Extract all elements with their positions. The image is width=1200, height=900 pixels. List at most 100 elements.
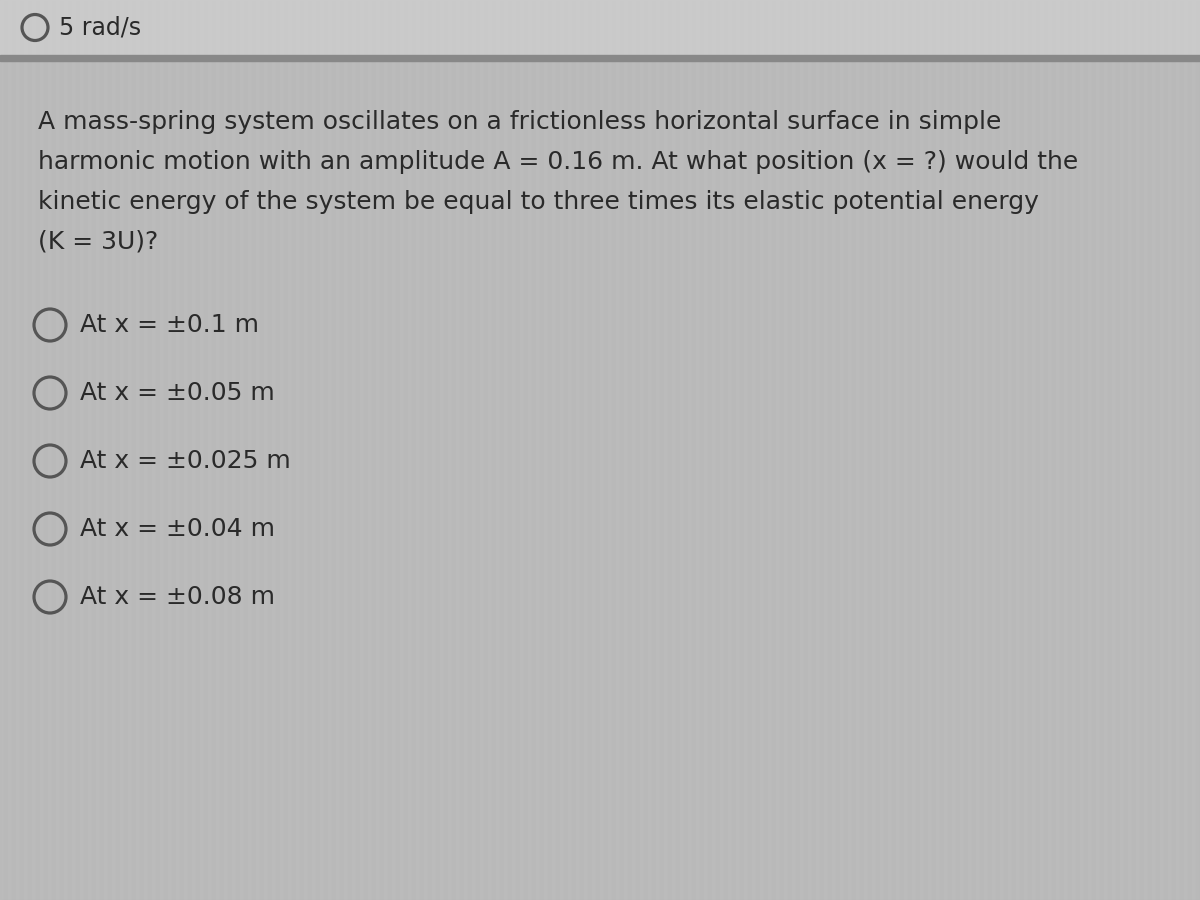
Bar [184,0,188,900]
Bar [784,0,788,900]
Bar [836,0,840,900]
Bar [552,0,556,900]
Bar [600,0,604,900]
Bar [312,0,316,900]
Bar [248,0,252,900]
Bar [644,0,648,900]
Bar [1032,0,1036,900]
Bar [492,0,496,900]
Bar [132,0,136,900]
Bar [692,0,696,900]
Bar [120,0,124,900]
Bar [968,0,972,900]
Bar [188,0,192,900]
Bar [584,0,588,900]
Bar [664,0,668,900]
Bar [560,0,564,900]
Bar [360,0,364,900]
Bar [880,0,884,900]
Bar [984,0,988,900]
Bar [608,0,612,900]
Bar [456,0,460,900]
Bar [624,0,628,900]
Bar [284,0,288,900]
Text: At x = ±0.04 m: At x = ±0.04 m [80,517,275,541]
Bar [684,0,688,900]
Text: harmonic motion with an amplitude A = 0.16 m. At what position (x = ?) would the: harmonic motion with an amplitude A = 0.… [38,150,1079,174]
Bar [996,0,1000,900]
Bar [112,0,116,900]
Bar [332,0,336,900]
Bar [156,0,160,900]
Bar [1012,0,1016,900]
Bar [12,0,16,900]
Bar [468,0,472,900]
Bar [460,0,464,900]
Bar [672,0,676,900]
Bar [1156,0,1160,900]
Bar [524,0,528,900]
Bar [912,0,916,900]
Bar [276,0,280,900]
Bar [688,0,692,900]
Bar [844,0,848,900]
Bar [292,0,296,900]
Bar [308,0,312,900]
Bar [32,0,36,900]
Bar [1104,0,1108,900]
Bar [668,0,672,900]
Bar [544,0,548,900]
Bar [1176,0,1180,900]
Bar [200,0,204,900]
Bar [1052,0,1056,900]
Bar [1084,0,1088,900]
Bar [216,0,220,900]
Bar [204,0,208,900]
Bar [980,0,984,900]
Bar [540,0,544,900]
Bar [392,0,396,900]
Bar [580,0,584,900]
Bar [948,0,952,900]
Bar [1160,0,1164,900]
Bar [656,0,660,900]
Bar [1020,0,1024,900]
Bar [756,0,760,900]
Bar [768,0,772,900]
Bar [1196,0,1200,900]
Bar [100,0,104,900]
Bar [1136,0,1140,900]
Bar [152,0,156,900]
Bar [320,0,324,900]
Bar [592,0,596,900]
Bar [80,0,84,900]
Bar [196,0,200,900]
Bar [512,0,516,900]
Bar [772,0,776,900]
Bar [520,0,524,900]
Bar [1044,0,1048,900]
Bar [368,0,372,900]
Bar [488,0,492,900]
Bar [1132,0,1136,900]
Bar [396,0,400,900]
Bar [1016,0,1020,900]
Bar [1088,0,1092,900]
Bar [760,0,764,900]
Bar [400,0,404,900]
Bar [1064,0,1068,900]
Bar [408,0,412,900]
Bar [364,0,368,900]
Bar [952,0,956,900]
Bar [376,0,380,900]
Bar [504,0,508,900]
Bar [716,0,720,900]
Text: (K = 3U)?: (K = 3U)? [38,230,158,254]
Bar [144,0,148,900]
Bar [828,0,832,900]
Bar [1048,0,1052,900]
Bar [1112,0,1116,900]
Bar [864,0,868,900]
Bar [76,0,80,900]
Bar [988,0,992,900]
